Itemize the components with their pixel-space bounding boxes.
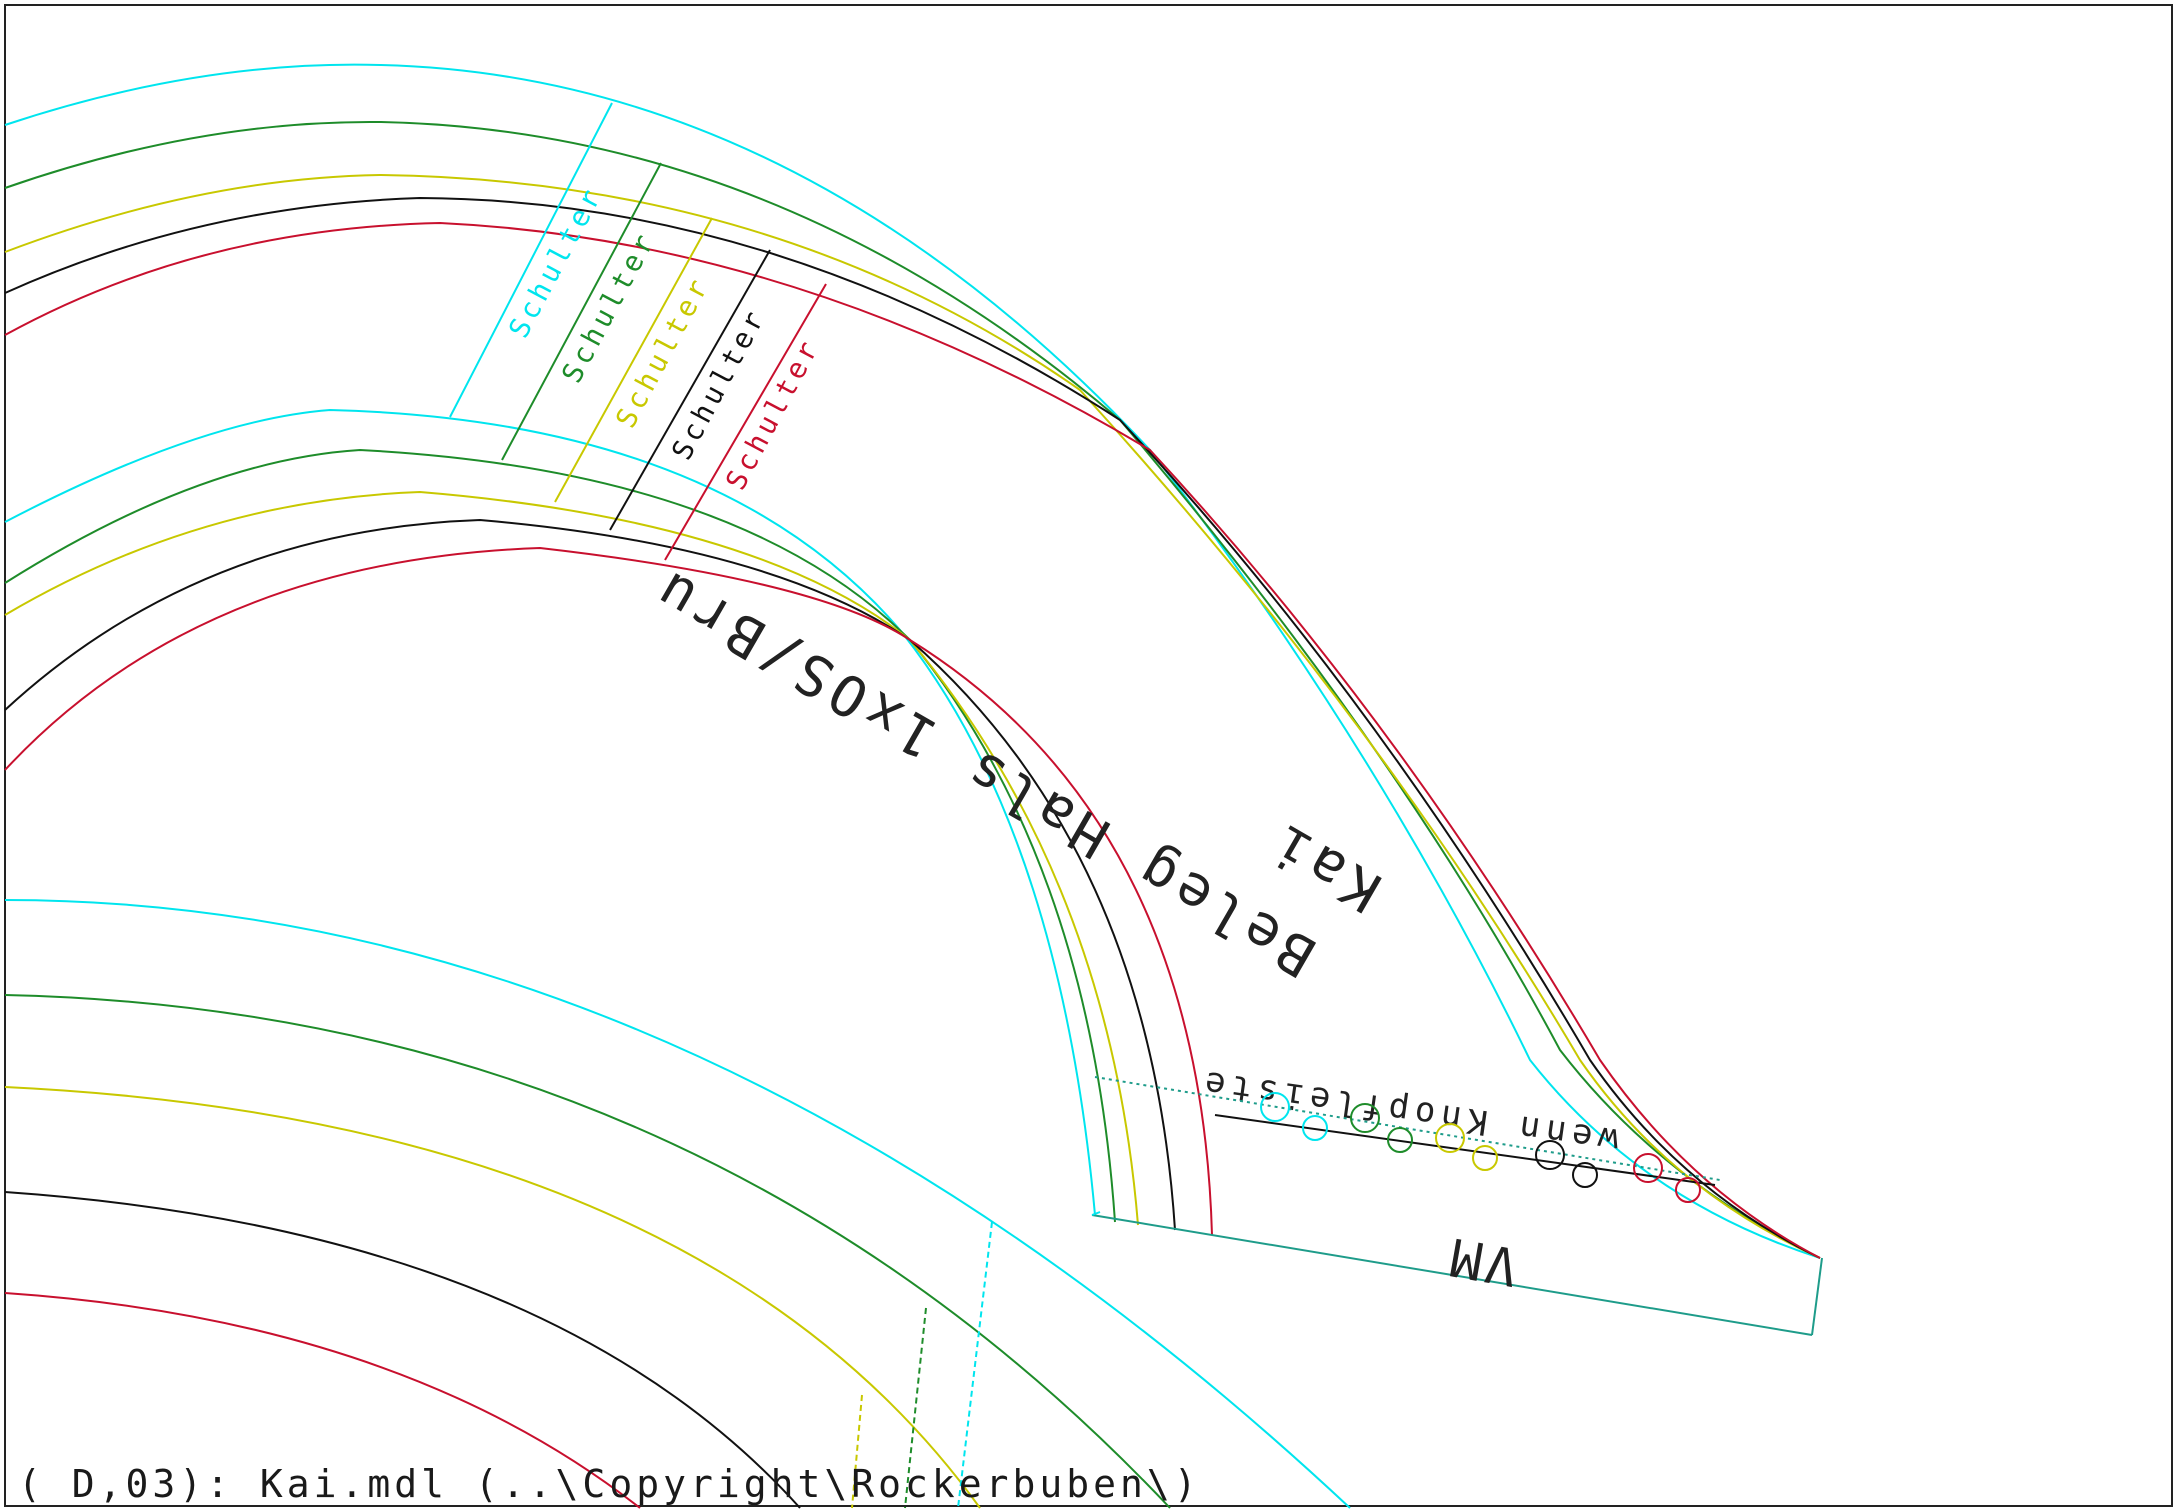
button-mark-cyan-2 bbox=[1302, 1115, 1328, 1141]
lower-guides bbox=[851, 1221, 993, 1509]
lower-guide-cyan bbox=[957, 1221, 993, 1509]
lower-arc-red bbox=[4, 1292, 641, 1509]
placket-guide-dotted bbox=[1094, 1076, 1721, 1181]
placket-guide-black bbox=[1214, 1114, 1716, 1186]
lower-arc-cyan bbox=[4, 899, 1351, 1509]
shoulder-line-red bbox=[664, 283, 827, 561]
shoulder-lines bbox=[449, 102, 827, 561]
inner-curve-cyan bbox=[4, 408, 1096, 1216]
outer-curve-yellow bbox=[4, 173, 1821, 1259]
lower-arcs bbox=[4, 899, 1351, 1509]
placket-guides bbox=[1094, 1076, 1721, 1186]
shoulder-line-cyan bbox=[449, 102, 613, 418]
button-marks bbox=[1260, 1092, 1701, 1203]
center-front-edge bbox=[1091, 1211, 1823, 1336]
placket-note: wenn Knopfleiste bbox=[1196, 1062, 1621, 1161]
button-mark-yellow-2 bbox=[1472, 1145, 1498, 1171]
lower-guide-green bbox=[904, 1307, 927, 1509]
piece-label-title: Beleg Hals 1xOS/Bru bbox=[641, 556, 1327, 990]
button-mark-black bbox=[1535, 1140, 1565, 1170]
button-mark-yellow bbox=[1435, 1123, 1465, 1153]
lower-arc-green bbox=[4, 994, 1171, 1509]
button-mark-green bbox=[1350, 1103, 1380, 1133]
button-mark-red bbox=[1633, 1153, 1663, 1183]
vm-label: VM bbox=[1442, 1225, 1522, 1296]
inner-curve-yellow bbox=[4, 490, 1139, 1226]
lower-arc-black bbox=[4, 1191, 801, 1509]
outer-neckline-curves bbox=[4, 63, 1821, 1259]
outer-curve-black bbox=[4, 196, 1821, 1259]
shoulder-line-yellow bbox=[554, 217, 713, 503]
inner-curve-black bbox=[4, 518, 1176, 1231]
button-mark-green-2 bbox=[1387, 1127, 1413, 1153]
lower-arc-yellow bbox=[4, 1086, 981, 1509]
vm-edge-bottom bbox=[1091, 1214, 1813, 1336]
outer-curve-red bbox=[4, 221, 1821, 1259]
inner-curve-red bbox=[4, 546, 1213, 1236]
inner-curve-green bbox=[4, 448, 1116, 1223]
vm-edge-cyan bbox=[1091, 1211, 1101, 1216]
shoulder-line-green bbox=[501, 162, 662, 461]
lower-guide-yellow bbox=[851, 1394, 863, 1509]
shoulder-labels: Schulter Schulter Schulter Schulter Schu… bbox=[502, 180, 826, 495]
button-mark-red-2 bbox=[1675, 1177, 1701, 1203]
outer-curve-cyan bbox=[4, 63, 1821, 1259]
button-mark-black-2 bbox=[1572, 1162, 1598, 1188]
vm-edge-right bbox=[1811, 1257, 1823, 1336]
inner-neckline-curves bbox=[4, 408, 1213, 1236]
button-mark-cyan bbox=[1260, 1092, 1290, 1122]
shoulder-line-black bbox=[609, 249, 771, 531]
status-line: ( D,03): Kai.mdl (..\Copyright\Rockerbub… bbox=[18, 1462, 1201, 1506]
